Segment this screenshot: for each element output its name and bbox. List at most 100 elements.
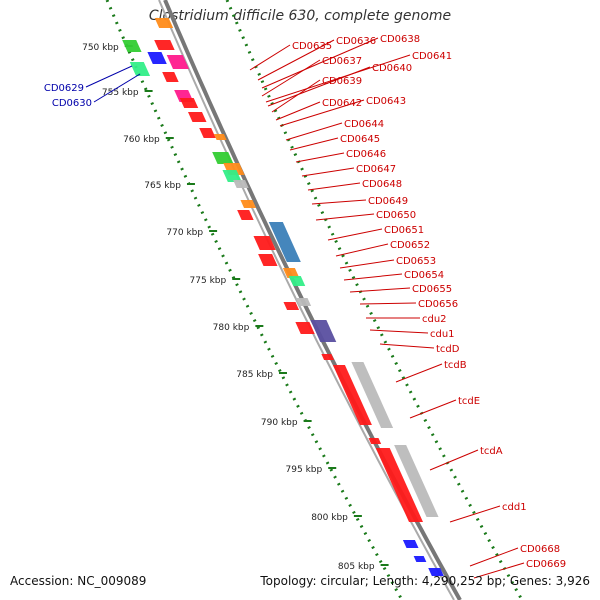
scale-tick-label: 750 kbp [82,43,119,53]
gene-block [332,365,372,425]
label-leader-line [449,505,501,523]
label-leader-line [311,199,367,205]
gene-label-cd0646: CD0646 [346,149,386,160]
gene-label-cd0649: CD0649 [368,196,408,207]
gene-block [268,222,301,262]
gene-block [154,40,175,50]
gene-block [321,354,335,360]
gene-label-cd0638: CD0638 [380,34,420,45]
gene-label-cd0635: CD0635 [292,41,332,52]
label-leader-line [349,287,411,293]
gene-block [402,540,419,548]
gene-label-cd0653: CD0653 [396,256,436,267]
gene-label-cd0648: CD0648 [362,179,402,190]
gene-label-cd0655: CD0655 [412,284,452,295]
gene-block [187,112,207,122]
label-leader-line [85,65,133,88]
gene-label-cd0630: CD0630 [52,98,92,109]
label-leader-line [285,122,343,141]
gene-block [283,302,300,310]
gene-label-cd0651: CD0651 [384,225,424,236]
gene-label-cd0654: CD0654 [404,270,444,281]
gene-block [166,55,190,69]
label-leader-line [249,44,291,71]
gene-block [394,445,439,517]
gene-label-cd0640: CD0640 [372,63,412,74]
map-title: Clostridium difficile 630, complete geno… [148,8,452,24]
gene-label-cd0639: CD0639 [322,76,362,87]
gene-label-cd0641: CD0641 [412,51,452,62]
gene-block [199,128,216,138]
gene-block [375,448,424,522]
label-leader-line [429,449,479,471]
gene-label-cd0656: CD0656 [418,299,458,310]
gene-block [233,180,249,188]
label-leader-line [379,343,435,349]
gene-block [413,556,427,562]
scale-tick-label: 770 kbp [166,228,203,238]
label-leader-line [301,167,355,177]
scale-tick-label: 805 kbp [338,562,375,572]
accession-text: Accession: NC_009089 [10,574,147,588]
gene-label-tcdb: tcdB [444,360,467,371]
gene-block [147,52,167,64]
label-leader-line [315,213,375,221]
gene-label-cd0669: CD0669 [526,559,566,570]
scale-tick-label: 795 kbp [286,465,323,475]
gene-label-cd0643: CD0643 [366,96,406,107]
genome-summary-text: Topology: circular; Length: 4,290,252 bp… [260,574,590,588]
gene-block [122,40,142,52]
label-leader-line [369,329,429,334]
label-leader-line [335,243,389,257]
gene-block [351,362,394,428]
label-leader-line [257,39,335,81]
gene-block [295,322,315,334]
label-leader-line [279,99,365,127]
gene-label-tcde: tcdE [458,396,480,407]
gene-label-cd0642: CD0642 [322,98,362,109]
gene-block [258,254,278,266]
label-leader-line [395,363,443,383]
label-leader-line [261,59,321,97]
label-leader-line [295,152,345,163]
label-leader-line [473,562,525,579]
gene-label-cd0647: CD0647 [356,164,396,175]
label-leader-line [409,399,457,419]
gene-block [212,152,234,164]
gene-label-cd0650: CD0650 [376,210,416,221]
label-leader-line [289,137,339,151]
label-leader-line [265,54,411,103]
scale-tick-label: 785 kbp [236,370,273,380]
gene-label-tcdd: tcdD [436,344,460,355]
gene-label-cd0645: CD0645 [340,134,380,145]
gene-label-cd0668: CD0668 [520,544,560,555]
gene-block [253,236,276,250]
gene-label-cdu2: cdu2 [422,314,447,325]
scale-tick-label: 790 kbp [261,418,298,428]
scale-tick-label: 800 kbp [311,513,348,523]
label-leader-line [469,547,519,567]
scale-tick-label: 765 kbp [144,181,181,191]
label-leader-line [275,101,321,121]
gene-block [129,62,151,76]
scale-tick-label: 775 kbp [190,276,227,286]
gene-block [310,320,337,342]
gene-block [162,72,179,82]
scale-tick-label: 780 kbp [213,323,250,333]
label-leader-line [93,73,141,103]
label-leader-line [339,259,395,269]
gene-block [368,438,382,444]
gene-block [288,276,306,286]
gene-block [222,170,242,182]
gene-label-cd0652: CD0652 [390,240,430,251]
scale-tick-label: 755 kbp [102,88,139,98]
label-leader-line [327,228,383,241]
gene-block [240,200,257,208]
gene-label-cd0637: CD0637 [322,56,362,67]
label-leader-line [343,273,403,281]
label-leader-line [271,79,321,113]
gene-block [282,268,300,278]
gene-block [237,210,254,220]
gene-label-cd0644: CD0644 [344,119,384,130]
